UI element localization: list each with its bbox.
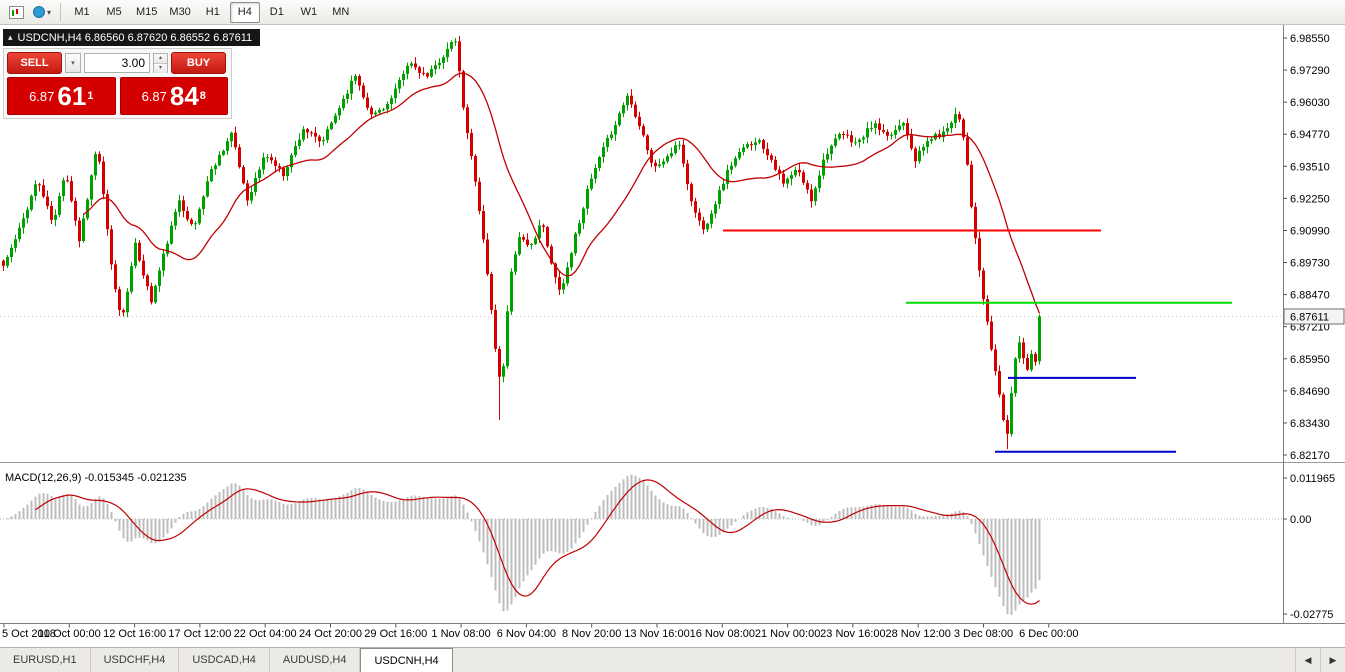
time-axis-label: 24 Oct 20:00	[299, 628, 362, 640]
chart-tab-usdcnh-h4[interactable]: USDCNH,H4	[360, 648, 453, 672]
sell-price-display[interactable]: 6.87 61 1	[7, 77, 116, 115]
timeframe-button-d1[interactable]: D1	[269, 5, 284, 18]
price-axis-label: 6.93510	[1290, 161, 1330, 173]
timeframe-button-w1[interactable]: W1	[300, 5, 318, 18]
chart-window-icon[interactable]	[3, 1, 29, 23]
time-axis-label: 17 Oct 12:00	[168, 628, 231, 640]
timeframe-button-h1[interactable]: H1	[205, 5, 220, 18]
macd-axis-label: 0.00	[1290, 514, 1311, 526]
tab-scroll-left-button[interactable]: ◀	[1304, 654, 1312, 665]
chart-tabbar: EURUSD,H1 USDCHF,H4 USDCAD,H4 AUDUSD,H4 USDC…	[0, 647, 1345, 672]
chart-tab-audusd-h4[interactable]: AUDUSD,H4	[270, 648, 361, 672]
time-axis-label: 6 Nov 04:00	[497, 628, 556, 640]
chart-title: ▴ USDCNH,H4 6.86560 6.87620 6.86552 6.87…	[3, 29, 261, 46]
price-axis-label: 6.84690	[1290, 386, 1330, 398]
toolbar-separator	[60, 3, 61, 21]
time-axis-label: 12 Oct 16:00	[103, 628, 166, 640]
chart-tab-usdcad-h4[interactable]: USDCAD,H4	[179, 648, 270, 672]
current-price-badge	[1283, 308, 1345, 325]
macd-signal-line	[35, 479, 1040, 605]
chart-background	[0, 25, 1345, 647]
current-price-badge-text: 6.87611	[1290, 312, 1329, 324]
price-axis-label: 6.94770	[1290, 129, 1330, 141]
buy-price-big: 84	[169, 81, 199, 111]
time-axis-label: 21 Nov 00:00	[755, 628, 820, 640]
timeframe-button-m5[interactable]: M5	[106, 5, 122, 18]
chart-region[interactable]: 6.98550 6.97290 6.96030 6.94770 6.93510 6.922…	[0, 25, 1345, 647]
buy-price-display[interactable]: 6.87 84 8	[119, 77, 228, 115]
price-axis-label: 6.97290	[1290, 65, 1330, 77]
one-click-trading-panel: SELL ▾ ▴ ▾ BUY 6.87 61 1 6.87 84 8	[3, 48, 232, 119]
price-axis-label: 6.87210	[1290, 322, 1330, 334]
chart-title-text: USDCNH,H4 6.86560 6.87620 6.86552 6.8761…	[17, 31, 253, 44]
time-axis-label: 8 Nov 20:00	[562, 628, 621, 640]
tab-scroll-right-button[interactable]: ▶	[1320, 648, 1345, 672]
price-axis-label: 6.96030	[1290, 97, 1330, 109]
timeframe-button-m30[interactable]: M30	[169, 5, 191, 18]
time-axis-label: 29 Oct 16:00	[364, 628, 427, 640]
volume-increase-button[interactable]: ▴	[154, 54, 167, 64]
buy-price-pip: 8	[199, 90, 206, 102]
color-swatch-icon	[32, 6, 45, 18]
price-axis-label: 6.83430	[1290, 418, 1330, 430]
chart-tab-usdchf-h4[interactable]: USDCHF,H4	[91, 648, 180, 672]
price-axis-label: 6.90990	[1290, 226, 1330, 238]
sell-price-big: 61	[57, 81, 87, 111]
timeframe-button-mn[interactable]: MN	[332, 5, 350, 18]
time-axis-label: 5 Oct 2018	[2, 628, 56, 640]
price-axis-label: 6.92250	[1290, 193, 1330, 205]
timeframe-button-h4[interactable]: H4	[229, 1, 260, 23]
time-axis-label: 23 Nov 16:00	[820, 628, 885, 640]
volume-input[interactable]	[84, 53, 150, 73]
price-axis-label: 6.85950	[1290, 354, 1330, 366]
time-axis-label: 6 Dec 00:00	[1019, 628, 1078, 640]
time-axis-label: 3 Dec 08:00	[954, 628, 1013, 640]
price-axis-label: 6.82170	[1290, 450, 1330, 462]
macd-indicator-label: MACD(12,26,9) -0.015345 -0.021235	[5, 472, 187, 484]
time-axis-label: 16 Nov 08:00	[690, 628, 755, 640]
price-chart[interactable]: 6.98550 6.97290 6.96030 6.94770 6.93510 6.922…	[0, 25, 1345, 647]
buy-price-small: 6.87	[141, 88, 167, 104]
price-axis-label: 6.89730	[1290, 258, 1330, 270]
top-toolbar: ▾ M1 M5 M15 M30 H1 H4 D1 W1 MN	[0, 0, 1345, 25]
tab-scroll-control: ◀ ▶	[1295, 648, 1345, 672]
time-axis-label: 28 Nov 12:00	[885, 628, 950, 640]
sell-button[interactable]: SELL	[7, 52, 62, 74]
macd-histogram	[6, 474, 1041, 615]
timeframe-toolbar: M1 M5 M15 M30 H1 H4 D1 W1 MN	[66, 1, 357, 23]
macd-axis-label: 0.011965	[1290, 473, 1335, 485]
time-axis-label: 13 Nov 16:00	[624, 628, 689, 640]
buy-button[interactable]: BUY	[171, 52, 226, 74]
chart-tab-eurusd-h1[interactable]: EURUSD,H1	[0, 648, 91, 672]
moving-average-line	[83, 72, 1041, 314]
time-axis-label: 22 Oct 04:00	[234, 628, 297, 640]
time-axis-label: 10 Oct 00:00	[38, 628, 101, 640]
timeframe-button-m15[interactable]: M15	[136, 5, 158, 18]
candlestick-chart-icon	[8, 5, 24, 19]
price-axis-label: 6.88470	[1290, 290, 1330, 302]
timeframe-button-m1[interactable]: M1	[74, 5, 90, 18]
volume-decrease-button[interactable]: ▾	[154, 64, 167, 73]
collapse-panel-icon[interactable]: ▴	[8, 32, 13, 42]
macd-axis-label: -0.02775	[1290, 609, 1333, 621]
chevron-down-icon: ▾	[46, 7, 51, 17]
time-axis-label: 1 Nov 08:00	[431, 628, 490, 640]
price-axis-label: 6.98550	[1290, 33, 1330, 45]
colors-dropdown-icon[interactable]: ▾	[29, 1, 55, 23]
sell-price-small: 6.87	[29, 88, 55, 104]
sell-price-pip: 1	[87, 90, 94, 102]
chart-tabs: EURUSD,H1 USDCHF,H4 USDCAD,H4 AUDUSD,H4 USDC…	[0, 648, 453, 672]
volume-stepper: ▴ ▾	[153, 53, 168, 73]
volume-dropdown-button[interactable]: ▾	[65, 53, 81, 73]
